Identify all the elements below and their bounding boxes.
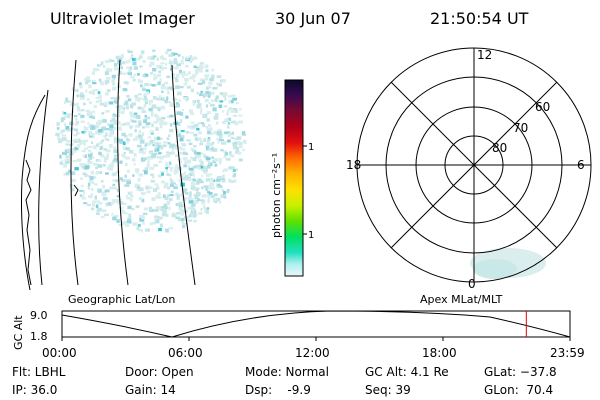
colorbar-unit-label: photon cm⁻²s⁻¹: [270, 153, 283, 238]
strip-frame: [61, 310, 571, 338]
geographic-image-panel: [20, 48, 247, 290]
date-label: 30 Jun 07: [275, 9, 351, 28]
polar-plot: 12 18 6 0 60 70 80: [346, 47, 592, 290]
strip-xtick-1: 06:00: [168, 346, 203, 360]
mlt-label-6: 6: [577, 158, 585, 172]
mlat-label-60: 60: [535, 100, 550, 114]
filter-info: Flt: LBHL: [12, 365, 66, 379]
strip-ytick-high: 9.0: [30, 309, 48, 322]
polar-diagonal: [390, 81, 558, 249]
geographic-panel-label: Geographic Lat/Lon: [68, 293, 176, 306]
mlt-label-12: 12: [477, 48, 492, 62]
strip-xtick-3: 18:00: [422, 346, 457, 360]
dsp-info: Dsp: -9.9: [245, 383, 311, 397]
longitude-line: [38, 89, 49, 286]
door-info: Door: Open: [125, 365, 194, 379]
mlat-label-80: 80: [492, 141, 507, 155]
strip-x-ticks: [61, 337, 571, 341]
glon-info: GLon: 70.4: [484, 383, 554, 397]
strip-axis-title: GC Alt: [12, 315, 25, 350]
ip-info: IP: 36.0: [12, 383, 58, 397]
glat-info: GLat: −37.8: [484, 365, 557, 379]
polar-dayglow: [470, 248, 546, 279]
earth-limb: [20, 94, 46, 290]
mlt-label-18: 18: [346, 158, 361, 172]
coastline: [25, 159, 32, 286]
longitude-line: [70, 59, 79, 286]
longitude-line: [171, 64, 196, 286]
seq-info: Seq: 39: [365, 383, 411, 397]
colorbar: 100 10 photon cm⁻²s⁻¹: [270, 79, 315, 277]
colorbar-tick-10: 10: [308, 230, 315, 241]
auroral-emission-speckle: [55, 48, 247, 233]
mode-info: Mode: Normal: [245, 365, 329, 379]
longitude-line: [117, 59, 129, 286]
coastline: [73, 184, 79, 197]
gain-info: Gain: 14: [125, 383, 176, 397]
strip-xtick-4: 23:59: [550, 346, 585, 360]
strip-xtick-0: 00:00: [42, 346, 77, 360]
apex-panel-label: Apex MLat/MLT: [420, 293, 503, 306]
strip-ytick-low: 1.8: [30, 330, 48, 343]
strip-xtick-2: 12:00: [295, 346, 330, 360]
mlt-label-0: 0: [468, 277, 476, 290]
app-title: Ultraviolet Imager: [50, 9, 195, 28]
gc-alt-info: GC Alt: 4.1 Re: [365, 365, 449, 379]
altitude-strip-chart: GC Alt 9.0 1.8 00:00 06:00 12:00 18:00 2…: [12, 309, 585, 360]
time-label: 21:50:54 UT: [430, 9, 529, 28]
colorbar-gradient: [284, 79, 304, 277]
colorbar-tick-100: 100: [308, 142, 315, 153]
mlat-label-70: 70: [513, 121, 528, 135]
altitude-curve: [61, 310, 571, 338]
